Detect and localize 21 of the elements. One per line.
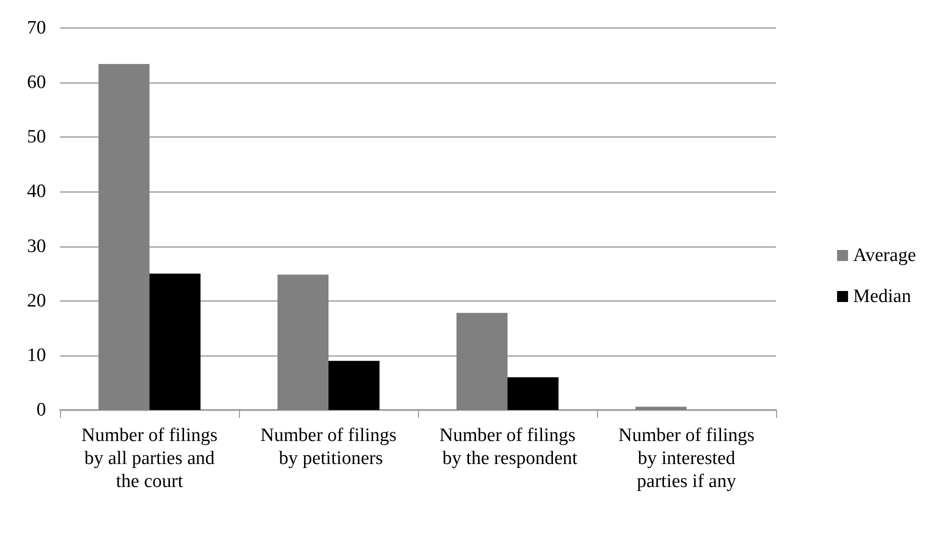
- bar: [150, 274, 201, 410]
- y-tick-label: 60: [27, 72, 46, 94]
- y-tick-label: 10: [27, 344, 46, 366]
- bar: [635, 406, 686, 410]
- legend-label: Median: [853, 286, 912, 307]
- bar: [456, 312, 508, 410]
- y-tick-label: 30: [27, 236, 46, 257]
- x-tick-label: Number of filings by petitioners: [260, 425, 397, 469]
- y-tick-label: 40: [27, 181, 46, 202]
- legend-label: Average: [853, 245, 916, 266]
- bar: [508, 377, 559, 410]
- y-tick-label: 50: [27, 126, 46, 148]
- y-tick-label: 20: [27, 290, 46, 312]
- y-tick-label: 0: [36, 400, 46, 420]
- bar: [98, 64, 150, 410]
- y-tick-label: 70: [27, 18, 46, 38]
- x-tick-label: Number of filings by the respondent: [438, 425, 578, 469]
- bar: [328, 360, 380, 410]
- bar: [277, 274, 328, 410]
- x-tick-label: Number of filings by interested parties if any: [618, 425, 755, 492]
- x-tick-label: Number of filings by all parties and the court: [80, 425, 220, 492]
